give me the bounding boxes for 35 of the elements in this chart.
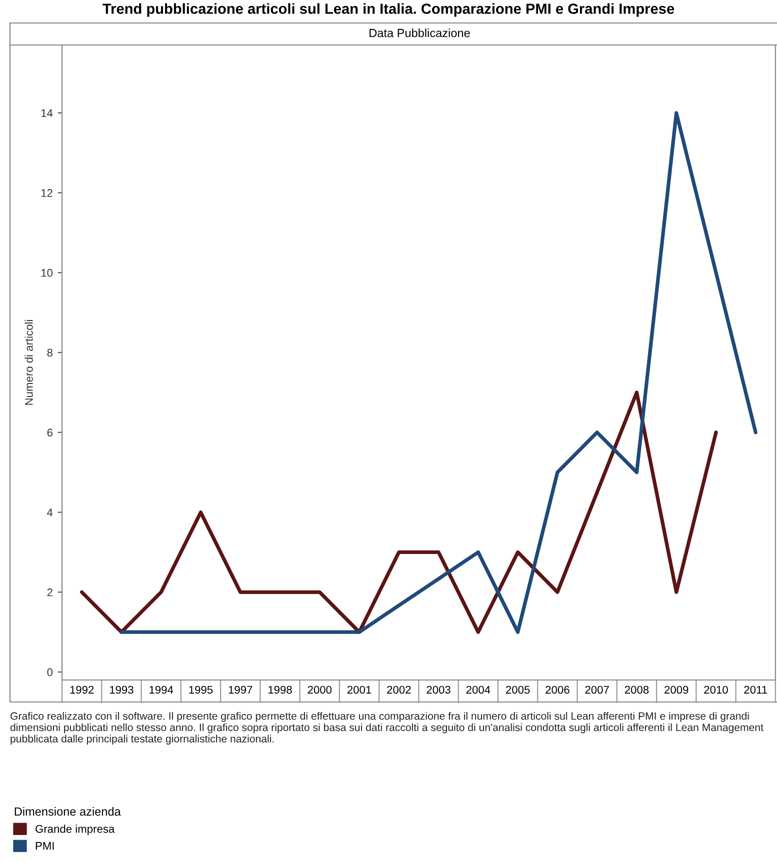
chart-title: Trend pubblicazione articoli sul Lean in Italia. Comparazione PMI e Grandi Imprese — [102, 3, 674, 17]
y-axis-title: Numero di articoli — [24, 320, 33, 405]
x-tick-label: 2002 — [387, 686, 411, 694]
x-tick-label: 1993 — [110, 686, 134, 694]
legend-label: PMI — [36, 842, 54, 850]
y-tick-label: 4 — [47, 508, 53, 516]
x-tick-label: 2011 — [744, 686, 768, 694]
y-tick-label: 2 — [47, 588, 52, 596]
legend-title: Dimensione azienda — [14, 807, 121, 816]
line-series — [80, 390, 718, 634]
y-tick-label: 8 — [47, 348, 52, 357]
y-tick-label: 14 — [41, 109, 53, 117]
x-axis-title: Data Pubblicazione — [370, 28, 470, 38]
legend-label: Grande impresa — [36, 824, 115, 836]
x-tick-label: 2008 — [624, 686, 649, 694]
x-tick-label: 2005 — [506, 686, 530, 694]
line-series — [120, 111, 758, 634]
x-tick-label: 1992 — [70, 686, 94, 694]
x-tick-label: 1995 — [189, 686, 213, 694]
x-tick-label: 2004 — [466, 686, 490, 694]
text: Grafico realizzato con il software. Il presente grafico permette di effettuare una comparazione fra il numero di articoli sul Lean afferenti PMI e imprese di grandi dimensioni pubblicati nello stesso anno. Il grafico sopra riportato si basa sui dati raccolti a seguito di un'analisi condotta sugli articoli afferenti il Lean Management pubblicata dalle principali testate giornalistiche nazionali. — [10, 712, 764, 745]
x-tick-label: 2007 — [585, 686, 609, 694]
x-tick-label: 2010 — [704, 686, 728, 694]
x-tick-label: 1994 — [150, 686, 174, 694]
x-tick-label: 2001 — [347, 686, 372, 694]
x-tick-label: 1998 — [268, 686, 292, 694]
x-tick-label: 2003 — [426, 686, 450, 694]
y-tick-label: 6 — [47, 428, 52, 437]
y-tick-label: 12 — [41, 189, 52, 197]
x-tick-label: 1997 — [228, 686, 252, 694]
x-tick-label: 2009 — [664, 686, 688, 694]
y-tick-label: 0 — [47, 668, 53, 676]
x-tick-label: 2006 — [546, 686, 570, 694]
y-tick-label: 10 — [41, 268, 53, 277]
x-tick-label: 2000 — [308, 686, 332, 694]
